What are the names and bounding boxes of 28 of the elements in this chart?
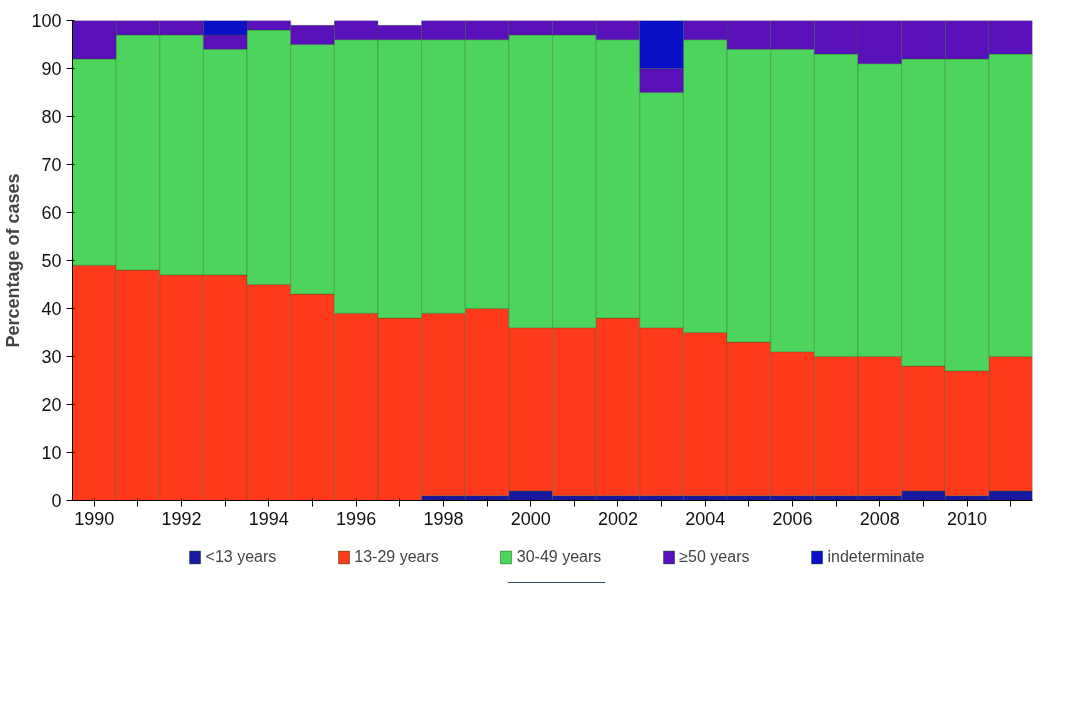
y-tick-label: 10: [41, 443, 62, 463]
y-tick-label: 20: [41, 395, 62, 415]
legend-label: 13-29 years: [354, 548, 439, 566]
y-tick-label: 0: [51, 491, 62, 511]
y-tick-label: 60: [41, 203, 62, 223]
legend-label: indeterminate: [827, 548, 925, 566]
legend-label: 30-49 years: [516, 548, 602, 566]
x-tick-label: 2008: [859, 508, 900, 529]
y-tick-label: 100: [31, 11, 62, 31]
legend-label: ≥50 years: [679, 548, 750, 566]
y-tick-label: 70: [41, 155, 62, 175]
y-tick-label: 90: [41, 59, 62, 79]
x-tick-label: 1998: [423, 508, 464, 529]
y-tick-label: 50: [41, 251, 62, 271]
x-tick-label: 2006: [772, 508, 813, 529]
y-axis-title: Percentage of cases: [3, 173, 24, 348]
y-tick-label: 40: [41, 299, 62, 319]
x-tick-label: 2004: [685, 508, 726, 529]
x-tick-label: 1992: [161, 508, 202, 529]
legend-label: <13 years: [205, 548, 277, 566]
x-tick-label: 2002: [597, 508, 638, 529]
x-tick-label: 1994: [248, 508, 289, 529]
y-tick-label: 30: [41, 347, 62, 367]
y-tick-label: 80: [41, 107, 62, 127]
x-tick-label: 2010: [947, 508, 988, 529]
x-tick-label: 2000: [510, 508, 551, 529]
x-tick-label: 1996: [336, 508, 377, 529]
x-tick-label: 1990: [74, 508, 115, 529]
